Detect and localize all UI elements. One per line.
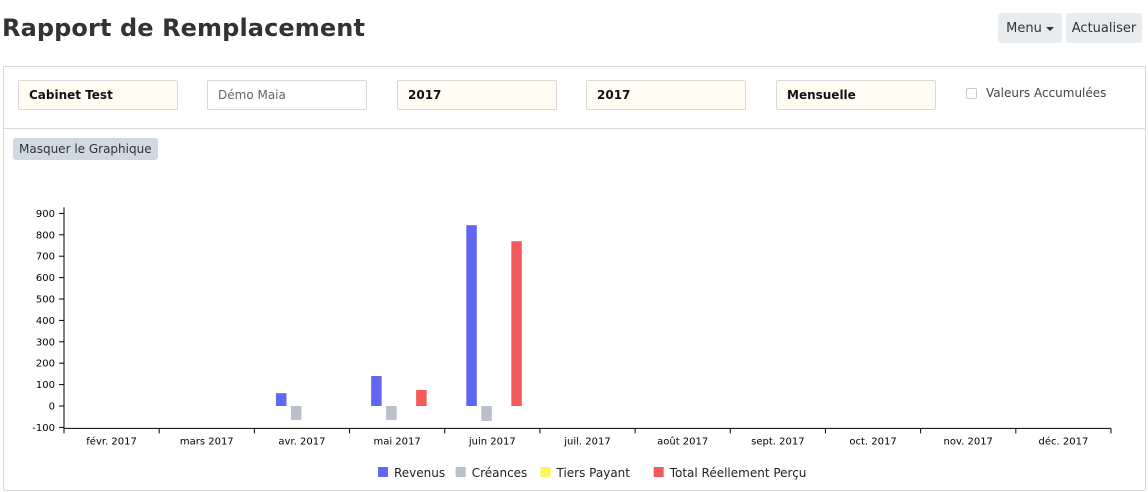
y-tick-label: 300 [36,337,55,348]
x-tick-label: juin 2017 [468,436,516,447]
x-tick-label: oct. 2017 [849,436,896,447]
y-tick-label: 700 [36,252,55,263]
y-tick-label: 500 [36,295,55,306]
year-to-select[interactable]: 2017 [586,80,746,110]
x-tick-label: déc. 2017 [1039,435,1089,447]
bar-cr-ances [481,406,492,421]
refresh-button[interactable]: Actualiser [1066,13,1142,43]
y-tick-label: 400 [36,316,55,327]
y-tick-label: 800 [36,230,55,241]
menu-button-label: Menu [1006,20,1042,36]
practitioner-input[interactable]: Démo Maia [207,80,367,110]
x-tick-label: nov. 2017 [944,436,993,447]
report-panel: Cabinet Test Démo Maia 2017 2017 Mensuel… [3,66,1146,491]
year-from-select[interactable]: 2017 [397,80,557,110]
y-tick-label: -100 [32,423,55,434]
cumulative-checkbox[interactable] [966,87,977,99]
legend-swatch [378,467,388,477]
bar-cr-ances [290,406,302,420]
x-tick-label: févr. 2017 [86,435,137,447]
x-tick-label: sept. 2017 [751,436,804,447]
bar-total-r-ellement-per-u [511,241,522,406]
legend-label: Revenus [394,466,445,480]
bar-revenus [275,393,287,406]
page-title: Rapport de Remplacement [2,14,366,42]
caret-down-icon [1045,27,1054,31]
filter-bar: Cabinet Test Démo Maia 2017 2017 Mensuel… [4,67,1145,129]
period-select[interactable]: Mensuelle [776,80,936,110]
cumulative-toggle[interactable]: Valeurs Accumulées [966,86,1106,100]
legend-swatch [455,467,466,477]
legend-swatch [653,467,664,477]
x-tick-label: mai 2017 [373,436,420,447]
y-tick-label: 100 [36,380,55,391]
cumulative-label: Valeurs Accumulées [986,86,1107,100]
x-tick-label: avr. 2017 [278,436,325,447]
bar-chart: -100 0 100 200 300 400 500 600 700 800 900 févr. 20… [32,207,1112,480]
x-tick-label: juil. 2017 [563,436,610,447]
legend-label: Tiers Payant [556,466,631,480]
legend-label: Total Réellement Perçu [669,466,807,480]
y-tick-label: 0 [49,402,55,413]
bar-revenus [371,376,382,406]
cabinet-select[interactable]: Cabinet Test [18,80,178,110]
x-tick-label: août 2017 [657,435,708,447]
y-tick-label: 900 [36,209,55,220]
x-tick-label: mars 2017 [180,436,234,447]
hide-chart-button[interactable]: Masquer le Graphique [13,138,158,160]
y-tick-label: 600 [36,273,55,284]
legend-swatch [540,467,551,477]
menu-button[interactable]: Menu [998,13,1062,43]
y-tick-label: 200 [36,359,55,370]
legend-label: Créances [472,466,528,480]
bar-revenus [466,225,477,406]
bar-cr-ances [386,406,397,420]
bar-total-r-ellement-per-u [416,389,427,406]
